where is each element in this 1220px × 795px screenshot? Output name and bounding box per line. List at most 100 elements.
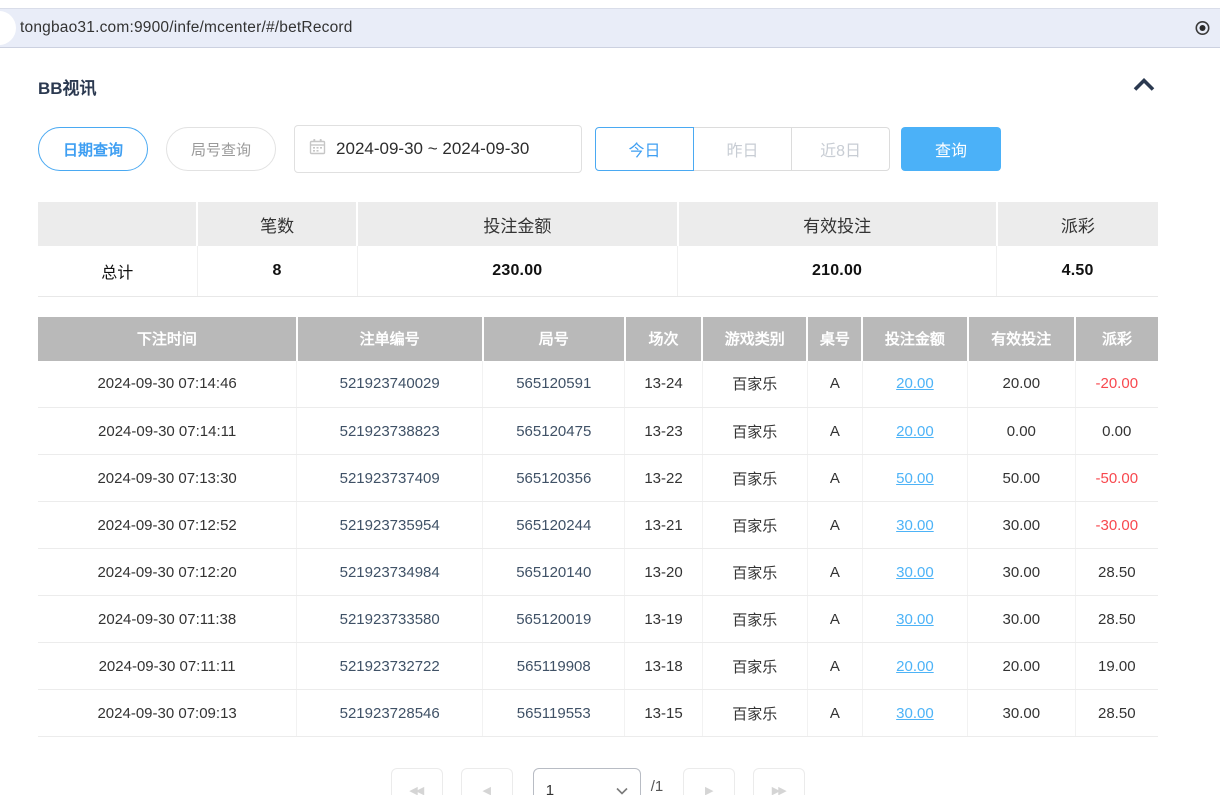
cell-session: 13-18 bbox=[624, 642, 703, 690]
cell-bet-time: 2024-09-30 07:14:11 bbox=[38, 407, 298, 455]
summary-header-row: 笔数 投注金额 有效投注 派彩 bbox=[38, 202, 1158, 246]
summary-column-header: 派彩 bbox=[996, 202, 1158, 246]
cell-bet-amount: 20.00 bbox=[862, 360, 969, 408]
bet-amount-link[interactable]: 30.00 bbox=[896, 610, 934, 628]
bet-column-header: 下注时间 bbox=[38, 316, 298, 361]
cell-bet-id: 521923738823 bbox=[296, 407, 484, 455]
circle-dot-icon[interactable] bbox=[1194, 20, 1211, 37]
cell-bet-amount: 20.00 bbox=[862, 407, 969, 455]
table-row: 2024-09-30 07:12:20 521923734984 565120140… bbox=[38, 548, 1158, 596]
bet-amount-link[interactable]: 50.00 bbox=[896, 469, 934, 487]
date-query-tab[interactable]: 日期查询 bbox=[38, 127, 149, 171]
browser-address-bar[interactable]: tongbao31.com:9900/infe/mcenter/#/betRec… bbox=[0, 8, 1220, 48]
bet-column-header: 投注金额 bbox=[862, 316, 969, 361]
cell-valid-bet: 30.00 bbox=[967, 689, 1076, 737]
bet-column-header: 局号 bbox=[482, 316, 626, 361]
filter-toolbar: 日期查询 局号查询 2024-09-30 ~ 2024-09-30 今日 昨日 近8… bbox=[38, 125, 1158, 173]
cell-bet-time: 2024-09-30 07:11:38 bbox=[38, 595, 298, 643]
cell-round-id: 565120140 bbox=[482, 548, 626, 596]
page-title: BB视讯 bbox=[38, 79, 97, 98]
chevron-down-icon bbox=[616, 782, 628, 795]
cell-session: 13-24 bbox=[624, 360, 703, 408]
cell-round-id: 565120356 bbox=[482, 454, 626, 502]
cell-game-type: 百家乐 bbox=[702, 689, 808, 737]
cell-bet-time: 2024-09-30 07:12:20 bbox=[38, 548, 298, 596]
cell-bet-amount: 30.00 bbox=[862, 501, 969, 549]
cell-bet-id: 521923740029 bbox=[296, 360, 484, 408]
cell-valid-bet: 50.00 bbox=[967, 454, 1076, 502]
bet-column-header: 场次 bbox=[624, 316, 704, 361]
cell-table-no: A bbox=[807, 548, 863, 596]
cell-payout: 28.50 bbox=[1075, 595, 1158, 643]
date-range-value: 2024-09-30 ~ 2024-09-30 bbox=[336, 139, 530, 158]
cell-bet-id: 521923733580 bbox=[296, 595, 484, 643]
cell-bet-amount: 50.00 bbox=[862, 454, 969, 502]
cell-table-no: A bbox=[807, 501, 863, 549]
cell-bet-id: 521923732722 bbox=[296, 642, 484, 690]
url-text[interactable]: tongbao31.com:9900/infe/mcenter/#/betRec… bbox=[20, 19, 353, 36]
cell-game-type: 百家乐 bbox=[702, 407, 808, 455]
cell-bet-time: 2024-09-30 07:13:30 bbox=[38, 454, 298, 502]
summary-total-value: 8 bbox=[197, 246, 358, 297]
cell-session: 13-19 bbox=[624, 595, 703, 643]
cell-table-no: A bbox=[807, 595, 863, 643]
round-query-tab[interactable]: 局号查询 bbox=[166, 127, 277, 171]
bet-amount-link[interactable]: 20.00 bbox=[896, 422, 934, 440]
first-page-icon[interactable]: ◀◀ bbox=[390, 768, 443, 795]
cell-bet-time: 2024-09-30 07:12:52 bbox=[38, 501, 298, 549]
last-page-icon[interactable]: ▶▶ bbox=[753, 768, 806, 795]
calendar-icon bbox=[309, 138, 326, 160]
cell-game-type: 百家乐 bbox=[702, 642, 808, 690]
cell-valid-bet: 30.00 bbox=[967, 501, 1076, 549]
quick-date-button[interactable]: 昨日 bbox=[693, 127, 793, 171]
prev-page-icon[interactable]: ◀ bbox=[460, 768, 513, 795]
cell-game-type: 百家乐 bbox=[702, 454, 808, 502]
cell-round-id: 565120019 bbox=[482, 595, 626, 643]
cell-round-id: 565120244 bbox=[482, 501, 626, 549]
cell-game-type: 百家乐 bbox=[702, 595, 808, 643]
bet-amount-link[interactable]: 30.00 bbox=[896, 563, 934, 581]
cell-round-id: 565119908 bbox=[482, 642, 626, 690]
cell-session: 13-22 bbox=[624, 454, 703, 502]
bet-amount-link[interactable]: 20.00 bbox=[896, 657, 934, 675]
cell-bet-id: 521923737409 bbox=[296, 454, 484, 502]
cell-table-no: A bbox=[807, 407, 863, 455]
search-button[interactable]: 查询 bbox=[901, 127, 1002, 171]
cell-session: 13-21 bbox=[624, 501, 703, 549]
summary-total-value: 4.50 bbox=[996, 246, 1158, 297]
bet-amount-link[interactable]: 20.00 bbox=[896, 375, 934, 393]
cell-payout: -50.00 bbox=[1075, 454, 1158, 502]
cell-valid-bet: 20.00 bbox=[967, 642, 1076, 690]
cell-game-type: 百家乐 bbox=[702, 501, 808, 549]
bet-table-header-row: 下注时间 注单编号 局号 场次 游戏类别 桌号 投注金额 有效投注 派彩 bbox=[38, 316, 1158, 361]
collapse-panel-button[interactable] bbox=[1130, 75, 1158, 99]
quick-date-button[interactable]: 今日 bbox=[595, 127, 695, 171]
cell-valid-bet: 0.00 bbox=[967, 407, 1076, 455]
page-number-select[interactable]: 1 bbox=[532, 768, 641, 795]
page-total-label: /1 bbox=[650, 778, 664, 795]
bet-column-header: 派彩 bbox=[1075, 316, 1158, 361]
bet-record-table: 下注时间 注单编号 局号 场次 游戏类别 桌号 投注金额 有效投注 派彩 2024-09-30 … bbox=[38, 316, 1158, 737]
cell-payout: 19.00 bbox=[1075, 642, 1158, 690]
cell-table-no: A bbox=[807, 454, 863, 502]
cell-table-no: A bbox=[807, 360, 863, 408]
quick-date-segment-group: 今日 昨日 近8日 bbox=[595, 127, 891, 171]
next-page-icon[interactable]: ▶ bbox=[683, 768, 736, 795]
quick-date-button[interactable]: 近8日 bbox=[791, 127, 891, 171]
cell-valid-bet: 20.00 bbox=[967, 360, 1076, 408]
cell-bet-id: 521923734984 bbox=[296, 548, 484, 596]
bet-column-header: 桌号 bbox=[807, 316, 864, 361]
cell-payout: -30.00 bbox=[1075, 501, 1158, 549]
bet-column-header: 游戏类别 bbox=[702, 316, 809, 361]
cell-session: 13-23 bbox=[624, 407, 703, 455]
bet-column-header: 有效投注 bbox=[967, 316, 1077, 361]
table-row: 2024-09-30 07:11:38 521923733580 565120019… bbox=[38, 595, 1158, 643]
cell-bet-time: 2024-09-30 07:11:11 bbox=[38, 642, 298, 690]
bet-amount-link[interactable]: 30.00 bbox=[896, 704, 934, 722]
table-row: 2024-09-30 07:14:46 521923740029 565120591… bbox=[38, 360, 1158, 408]
date-range-picker[interactable]: 2024-09-30 ~ 2024-09-30 bbox=[294, 125, 583, 173]
page-number-value: 1 bbox=[545, 781, 555, 795]
bet-amount-link[interactable]: 30.00 bbox=[896, 516, 934, 534]
cell-table-no: A bbox=[807, 642, 863, 690]
table-row: 2024-09-30 07:09:13 521923728546 565119553… bbox=[38, 689, 1158, 737]
